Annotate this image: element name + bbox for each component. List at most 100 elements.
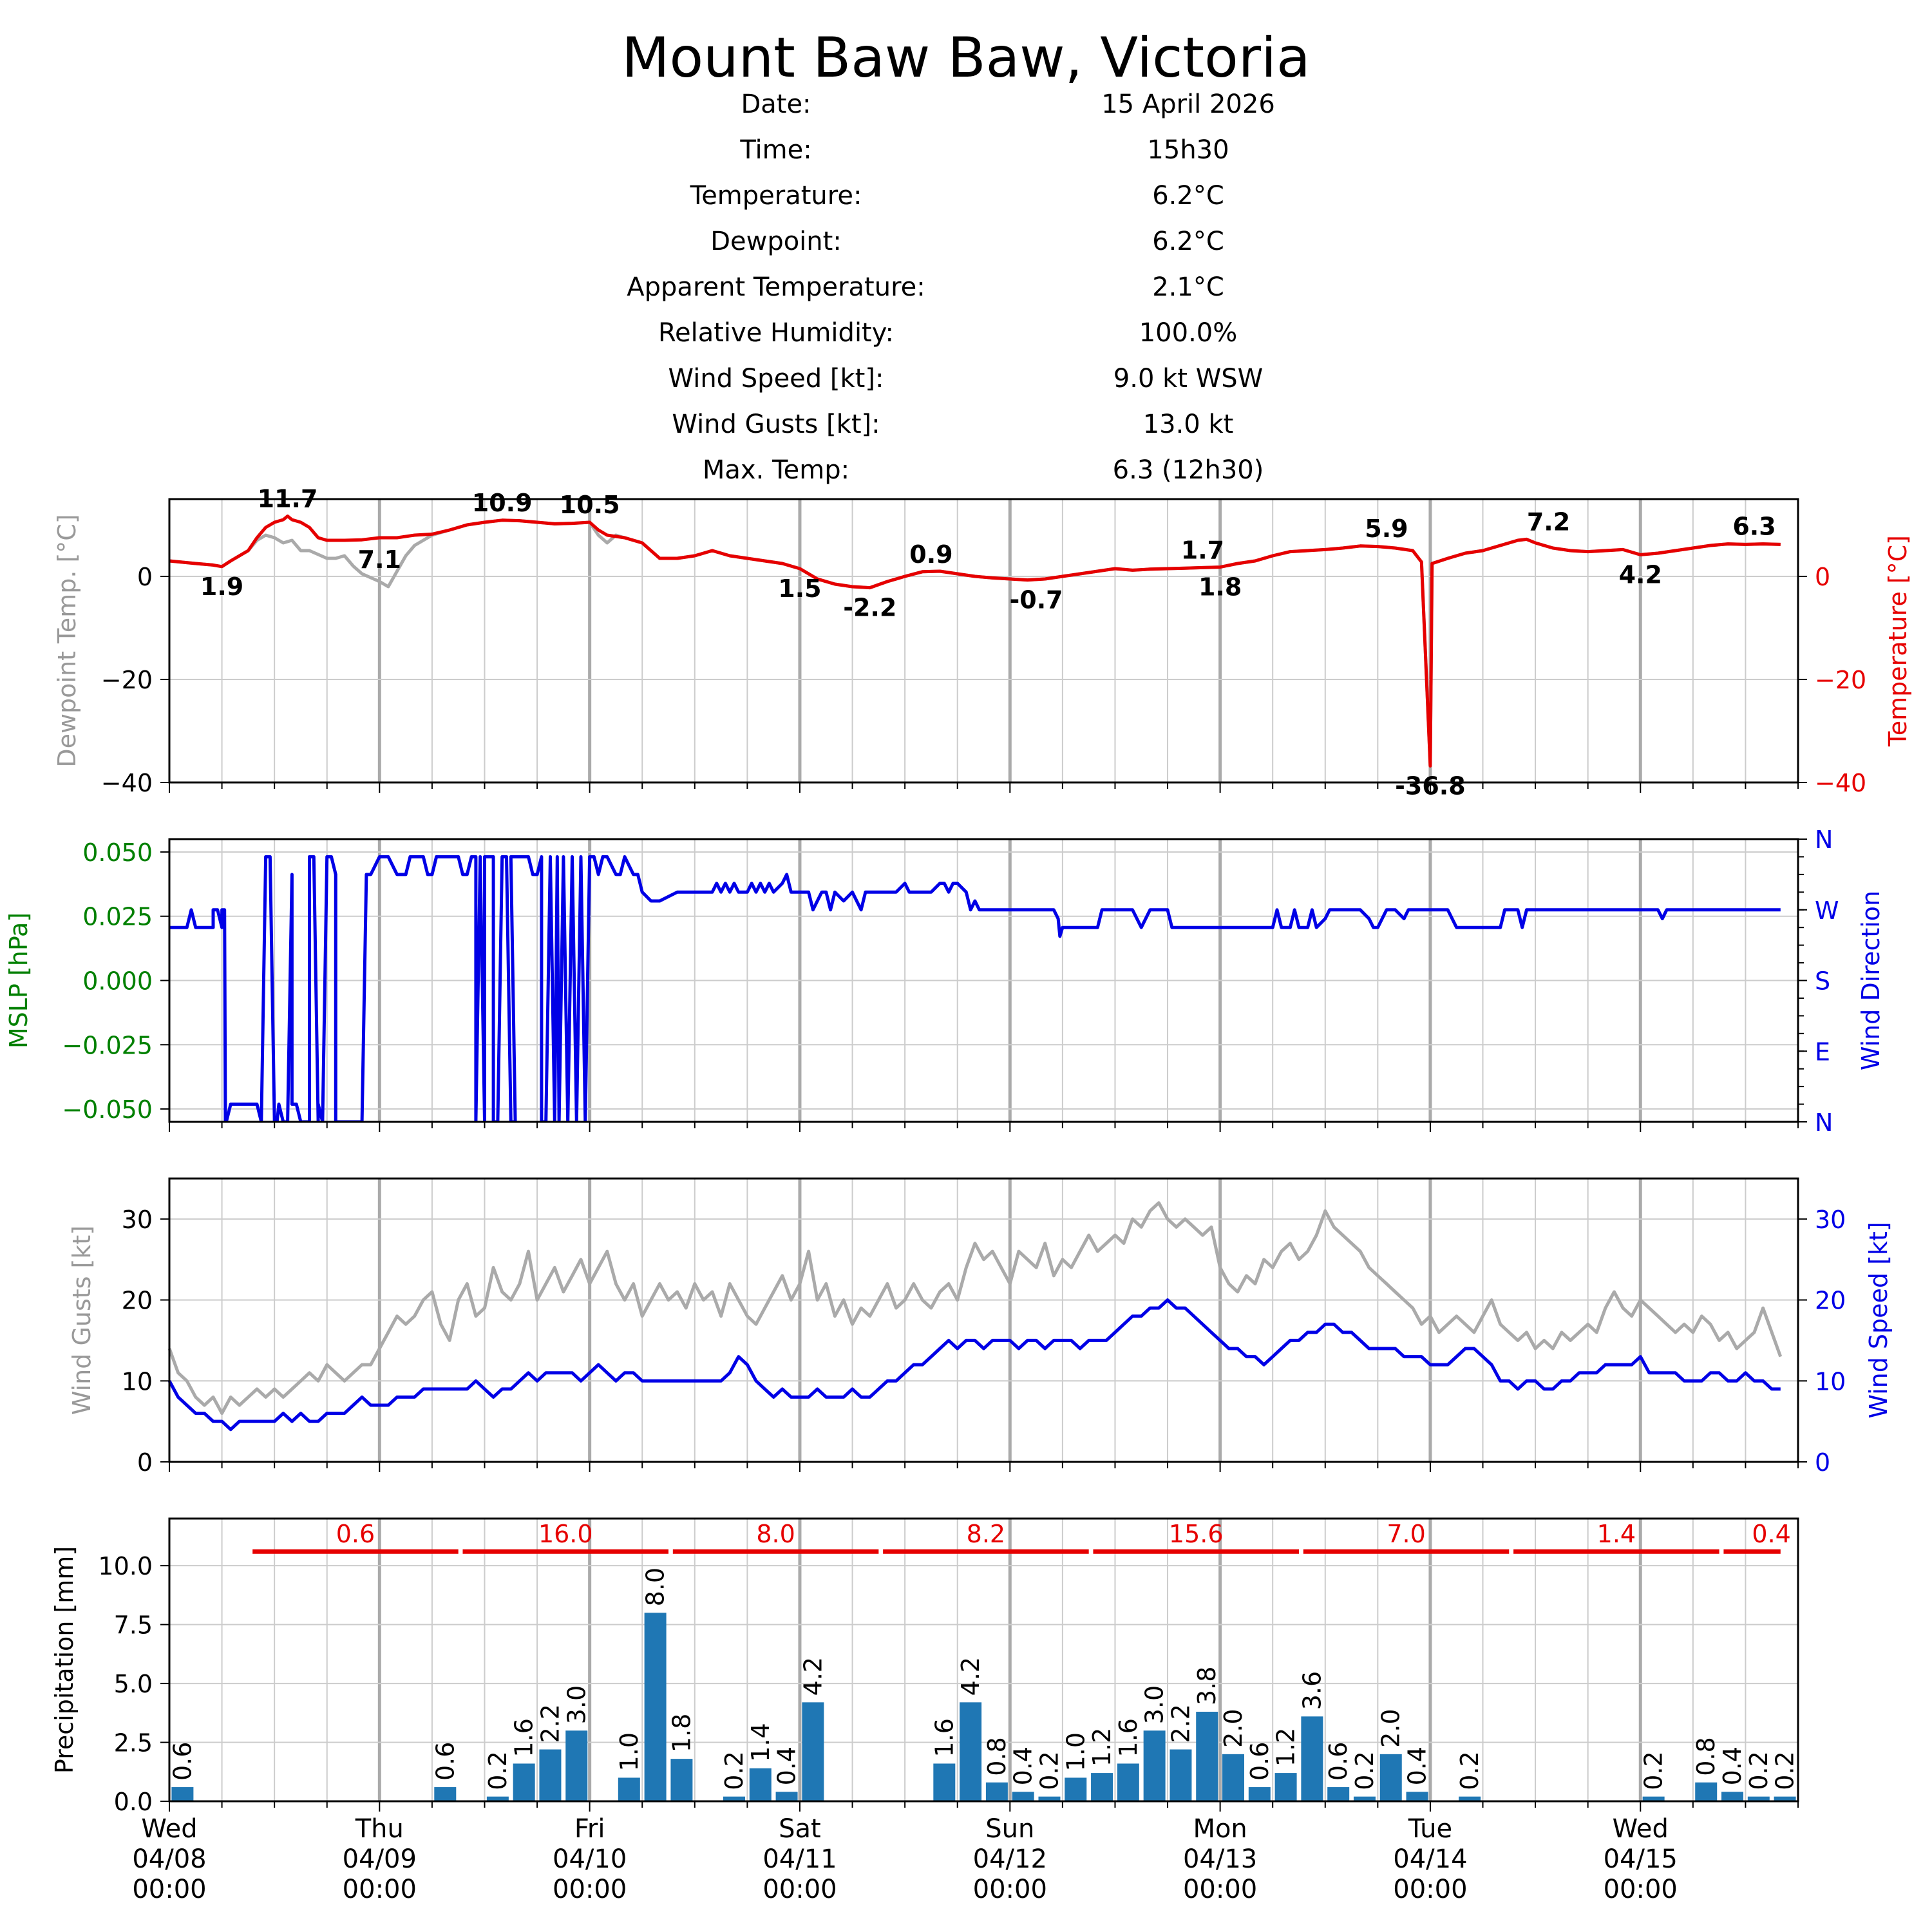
precipitation-bar <box>1695 1782 1718 1801</box>
temperature-extreme-label: 1.8 <box>1198 573 1242 601</box>
temperature-extreme-label: 10.5 <box>560 491 620 519</box>
x-tick-label: Wed <box>141 1814 197 1844</box>
daily-total-label: 16.0 <box>538 1520 593 1548</box>
y-tick-label: 0 <box>137 563 153 591</box>
precipitation-bar <box>749 1768 772 1801</box>
precipitation-bar-label: 2.0 <box>1219 1709 1247 1747</box>
summary-value: 6.2°C <box>1152 227 1224 256</box>
precipitation-bar-label: 0.2 <box>484 1751 512 1790</box>
precipitation-bar <box>1143 1730 1166 1801</box>
summary-label: Relative Humidity: <box>658 318 894 348</box>
wind-direction-line <box>169 855 1781 1122</box>
temperature-extreme-label: 1.7 <box>1181 536 1224 564</box>
x-tick-label: Sat <box>779 1814 821 1844</box>
x-tick-label: 04/09 <box>343 1844 417 1874</box>
wind-gusts-line <box>167 1201 1783 1416</box>
precipitation-bar-label: 0.2 <box>1745 1751 1773 1790</box>
y-tick-label: −0.050 <box>62 1095 153 1124</box>
y-tick-label-right: 0 <box>1815 1448 1830 1477</box>
x-tick-label: Tue <box>1408 1814 1452 1844</box>
precipitation-bar-label: 0.2 <box>1035 1751 1063 1790</box>
temperature-extreme-label: 4.2 <box>1619 560 1662 589</box>
precipitation-bar-label: 1.0 <box>1061 1732 1090 1771</box>
precipitation-bar-label: 2.2 <box>536 1704 564 1743</box>
x-tick-label: 00:00 <box>553 1875 627 1904</box>
y-tick-label-right: W <box>1815 896 1839 925</box>
precipitation-bar-label: 0.4 <box>1403 1747 1432 1785</box>
x-tick-label: 00:00 <box>132 1875 206 1904</box>
x-tick-label: 00:00 <box>1604 1875 1678 1904</box>
precipitation-bar-label: 2.0 <box>1377 1709 1405 1747</box>
temperature-extreme-label: 1.5 <box>778 574 821 603</box>
summary-value: 6.2°C <box>1152 181 1224 211</box>
y-tick-label: 0.000 <box>82 967 153 996</box>
y-tick-label: 0.050 <box>82 838 153 867</box>
page-title: Mount Baw Baw, Victoria <box>621 26 1311 90</box>
y-tick-label: 0 <box>137 1448 153 1477</box>
precipitation-bar-label: 2.2 <box>1166 1704 1195 1743</box>
x-tick-label: Wed <box>1613 1814 1669 1844</box>
y-axis-title-wind-direction: Wind Direction <box>1857 891 1885 1070</box>
x-tick-label: 04/14 <box>1393 1844 1467 1874</box>
daily-total-label: 8.0 <box>756 1520 795 1548</box>
summary-label: Date: <box>741 90 811 119</box>
precipitation-bar <box>1012 1792 1034 1801</box>
precipitation-bar-label: 0.4 <box>1718 1747 1747 1785</box>
summary-value: 2.1°C <box>1152 272 1224 302</box>
precipitation-bar-label: 0.6 <box>1245 1742 1274 1781</box>
temperature-extreme-label: -0.7 <box>1010 586 1063 614</box>
y-tick-label-right: 30 <box>1815 1206 1846 1234</box>
x-tick-label: 00:00 <box>343 1875 417 1904</box>
precipitation-bar-label: 1.8 <box>667 1714 696 1752</box>
precipitation-bar-label: 1.6 <box>1114 1718 1142 1757</box>
y-tick-label-right: N <box>1815 826 1833 854</box>
plot-frame <box>168 1177 1799 1463</box>
summary-value: 100.0% <box>1139 318 1238 348</box>
precipitation-bar <box>1170 1749 1192 1801</box>
summary-label: Apparent Temperature: <box>627 272 925 302</box>
temperature-extreme-label: 7.1 <box>358 545 401 574</box>
precipitation-bar-label: 8.0 <box>641 1567 670 1606</box>
dewpoint-line <box>169 518 1781 768</box>
y-tick-label-right: N <box>1815 1108 1833 1137</box>
panel-temperature: −40 −20 0 −40 −20 0 Dewpoint Temp. [°C] Tempera… <box>53 484 1912 800</box>
precipitation-bar-label: 0.2 <box>1640 1751 1668 1790</box>
plot-frame <box>168 1517 1799 1803</box>
precipitation-bar-label: 1.0 <box>615 1732 643 1771</box>
precipitation-bar-label: 3.8 <box>1193 1667 1221 1705</box>
precipitation-bar-label: 0.8 <box>1692 1737 1720 1776</box>
precipitation-bar-label: 1.2 <box>1088 1728 1116 1766</box>
y-tick-label-right: 20 <box>1815 1287 1846 1315</box>
precipitation-bar-label: 1.6 <box>510 1718 538 1757</box>
precipitation-bar <box>1091 1773 1113 1801</box>
y-axis-title-wind-speed: Wind Speed [kt] <box>1864 1222 1893 1418</box>
precipitation-bar <box>486 1796 509 1801</box>
temperature-extreme-label: 7.2 <box>1527 507 1570 536</box>
daily-total-label: 0.6 <box>336 1520 375 1548</box>
summary-value: 15 April 2026 <box>1101 90 1275 119</box>
precipitation-bar <box>434 1787 457 1801</box>
x-tick-label: 00:00 <box>1393 1875 1467 1904</box>
y-axis-title-dewpoint: Dewpoint Temp. [°C] <box>53 514 81 767</box>
precipitation-bar-label: 1.2 <box>1272 1728 1300 1766</box>
precipitation-bar <box>171 1787 194 1801</box>
x-tick-label: 04/15 <box>1604 1844 1678 1874</box>
x-tick-label: Mon <box>1193 1814 1247 1844</box>
x-tick-label: 04/13 <box>1183 1844 1257 1874</box>
y-tick-label: −20 <box>101 666 153 694</box>
precipitation-bar-label: 3.0 <box>1141 1685 1169 1724</box>
precipitation-bar <box>1274 1773 1297 1801</box>
x-tick-label: Fri <box>574 1814 605 1844</box>
plot-frame <box>168 498 1799 784</box>
y-tick-label: 0.0 <box>114 1788 153 1816</box>
precipitation-bar <box>1747 1796 1770 1801</box>
y-tick-label-right: −20 <box>1815 666 1866 694</box>
temperature-extreme-label: 6.3 <box>1732 513 1776 541</box>
wind-direction-series <box>169 855 1781 1122</box>
precipitation-bar <box>723 1796 745 1801</box>
precipitation-bar <box>1353 1796 1376 1801</box>
y-tick-label-right: −40 <box>1815 769 1866 797</box>
precipitation-bar-label: 0.4 <box>1009 1747 1037 1785</box>
precipitation-bar-label: 0.8 <box>983 1737 1011 1776</box>
